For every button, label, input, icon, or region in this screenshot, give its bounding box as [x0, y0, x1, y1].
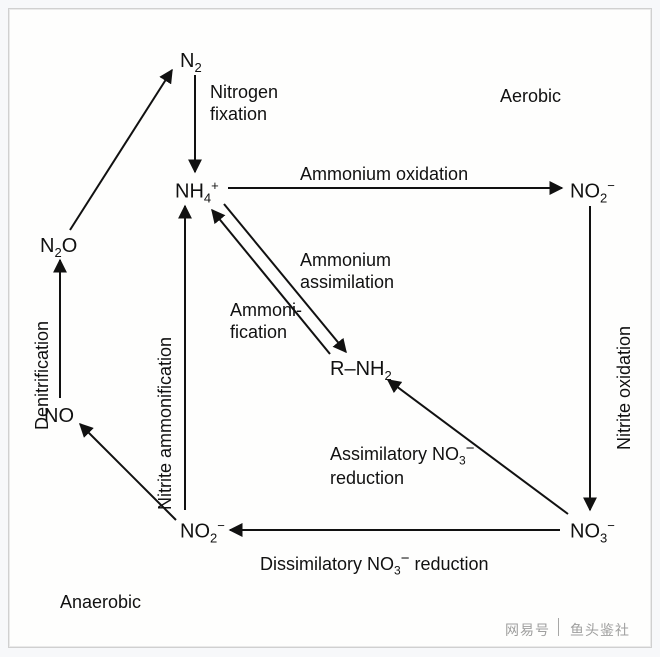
watermark-left: 网易号	[505, 620, 550, 640]
label-denitrification: Denitrification	[32, 270, 54, 430]
node-n2: N2	[180, 50, 202, 75]
label-ammonification: Ammoni-fication	[230, 300, 302, 343]
label-anaerobic: Anaerobic	[60, 592, 141, 614]
node-no2-top: NO2−	[570, 178, 615, 206]
label-nitrite-ammonification: Nitrite ammonification	[155, 290, 177, 510]
node-no3: NO3−	[570, 518, 615, 546]
label-nitrite-oxidation: Nitrite oxidation	[614, 270, 636, 450]
label-ammonium-oxidation: Ammonium oxidation	[300, 164, 468, 186]
label-aerobic: Aerobic	[500, 86, 561, 108]
node-rnh2: R–NH2	[330, 358, 392, 383]
label-dissimilatory-reduction: Dissimilatory NO3− reduction	[260, 550, 489, 578]
node-n2o: N2O	[40, 235, 77, 260]
watermark-divider	[558, 618, 559, 636]
node-no2-bottom: NO2−	[180, 518, 225, 546]
label-nitrogen-fixation: Nitrogenfixation	[210, 82, 278, 125]
label-assimilatory-reduction: Assimilatory NO3−reduction	[330, 440, 474, 490]
label-ammonium-assimilation: Ammoniumassimilation	[300, 250, 394, 293]
watermark-right: 鱼头鉴社	[570, 620, 630, 640]
node-nh4: NH4+	[175, 178, 219, 206]
